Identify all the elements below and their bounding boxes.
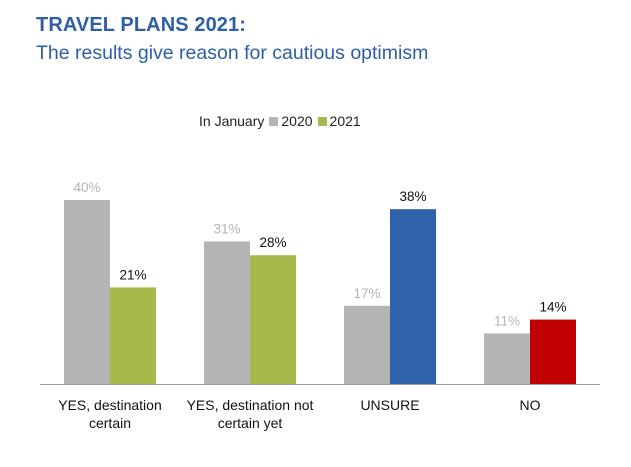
data-label-2020-3: 11% <box>494 313 520 328</box>
data-label-2020-2: 17% <box>353 286 380 301</box>
bar-2020-2 <box>344 305 390 384</box>
chart-subtitle: The results give reason for cautious opt… <box>36 42 429 64</box>
bar-2020-0 <box>64 200 110 384</box>
legend-swatch-2020 <box>269 116 279 126</box>
data-label-2020-0: 40% <box>73 180 100 195</box>
bar-2021-1 <box>250 255 296 384</box>
legend: In January 2020 2021 <box>199 113 361 129</box>
category-label-2-0: UNSURE <box>360 397 419 413</box>
legend-prefix: In January <box>199 113 265 129</box>
data-label-2021-2: 38% <box>399 189 426 204</box>
data-label-2021-1: 28% <box>259 235 286 250</box>
bar-2020-1 <box>204 241 250 384</box>
category-label-0-0: YES, destination <box>58 397 162 413</box>
bar-2021-3 <box>530 319 576 384</box>
bar-2020-3 <box>484 333 530 384</box>
legend-label-2020: 2020 <box>281 113 313 129</box>
legend-swatch-2021 <box>317 116 327 126</box>
category-label-1-1: certain yet <box>218 415 283 431</box>
data-label-2021-0: 21% <box>119 267 146 282</box>
bar-2021-2 <box>390 209 436 384</box>
category-label-3-0: NO <box>520 397 541 413</box>
chart-title: TRAVEL PLANS 2021: <box>36 14 247 36</box>
legend-label-2021: 2021 <box>329 113 361 129</box>
data-label-2020-1: 31% <box>213 221 240 236</box>
bar-2021-0 <box>110 287 156 384</box>
data-label-2021-3: 14% <box>539 300 566 315</box>
category-label-0-1: certain <box>89 415 131 431</box>
category-label-1-0: YES, destination not <box>187 397 314 413</box>
